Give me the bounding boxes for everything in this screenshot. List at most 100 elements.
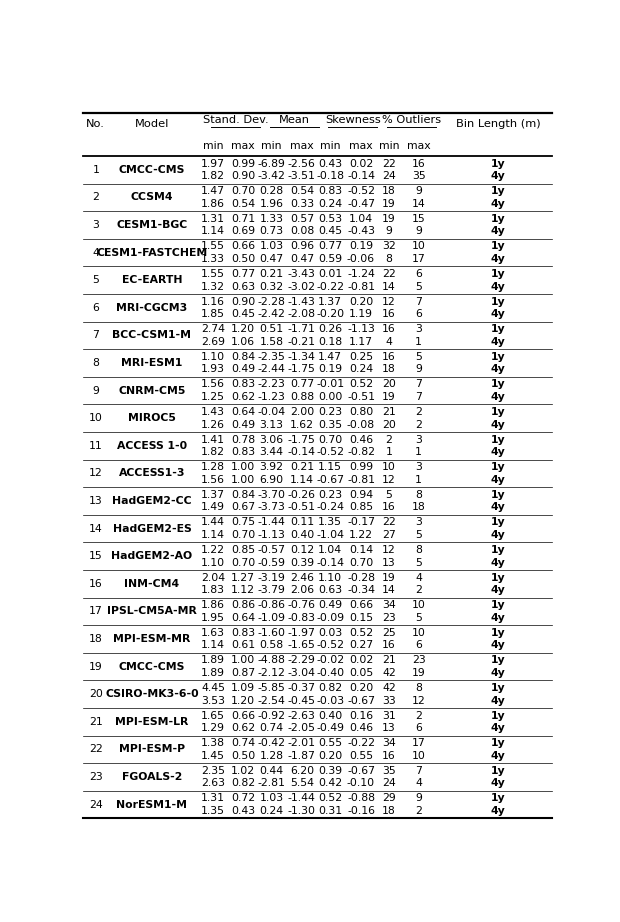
Text: INM-CM4: INM-CM4 <box>125 579 180 589</box>
Text: -1.09: -1.09 <box>258 613 286 622</box>
Text: 0.70: 0.70 <box>349 558 373 568</box>
Text: 6: 6 <box>415 269 422 279</box>
Text: 1.45: 1.45 <box>201 751 225 761</box>
Text: 1.82: 1.82 <box>201 447 225 457</box>
Text: -1.75: -1.75 <box>288 364 316 374</box>
Text: 5: 5 <box>415 351 422 361</box>
Text: 0.59: 0.59 <box>318 254 342 264</box>
Text: 34: 34 <box>382 600 396 610</box>
Text: 7: 7 <box>92 330 99 340</box>
Text: -0.22: -0.22 <box>316 281 344 291</box>
Text: 3.44: 3.44 <box>260 447 283 457</box>
Text: 0.28: 0.28 <box>260 186 284 196</box>
Text: CCSM4: CCSM4 <box>131 193 173 203</box>
Text: 0.66: 0.66 <box>231 242 255 252</box>
Text: 0.26: 0.26 <box>318 325 342 334</box>
Text: 12: 12 <box>382 475 396 485</box>
Text: 3: 3 <box>415 462 422 472</box>
Text: 12: 12 <box>89 468 103 479</box>
Text: 20: 20 <box>382 420 396 430</box>
Text: -1.43: -1.43 <box>288 297 316 306</box>
Text: -0.04: -0.04 <box>257 407 286 417</box>
Text: 1y: 1y <box>490 214 505 224</box>
Text: 1.26: 1.26 <box>201 420 225 430</box>
Text: -0.67: -0.67 <box>347 765 375 775</box>
Text: 35: 35 <box>382 765 396 775</box>
Text: 0.88: 0.88 <box>290 392 314 402</box>
Text: 2: 2 <box>415 711 422 720</box>
Text: 0.72: 0.72 <box>231 793 255 803</box>
Text: 1.35: 1.35 <box>201 806 225 816</box>
Text: 8: 8 <box>92 358 99 368</box>
Text: -2.81: -2.81 <box>258 778 286 788</box>
Text: -0.81: -0.81 <box>347 475 375 485</box>
Text: 3: 3 <box>415 517 422 527</box>
Text: -0.92: -0.92 <box>258 711 286 720</box>
Text: 7: 7 <box>415 379 422 389</box>
Text: 4y: 4y <box>490 199 505 208</box>
Text: HadGEM2-CC: HadGEM2-CC <box>112 496 192 506</box>
Text: -0.17: -0.17 <box>347 517 375 527</box>
Text: 1y: 1y <box>490 545 505 555</box>
Text: ACCESS1-3: ACCESS1-3 <box>118 468 185 479</box>
Text: 1y: 1y <box>490 159 505 169</box>
Text: 5: 5 <box>415 281 422 291</box>
Text: 16: 16 <box>382 325 396 334</box>
Text: FGOALS-2: FGOALS-2 <box>122 772 182 782</box>
Text: 4y: 4y <box>490 778 505 788</box>
Text: 24: 24 <box>89 799 103 810</box>
Text: 4y: 4y <box>490 420 505 430</box>
Text: 1.97: 1.97 <box>201 159 225 169</box>
Text: 8: 8 <box>386 254 392 264</box>
Text: CNRM-CM5: CNRM-CM5 <box>118 385 185 396</box>
Text: 2.06: 2.06 <box>290 585 314 596</box>
Text: 1.29: 1.29 <box>201 723 225 733</box>
Text: 17: 17 <box>412 739 425 748</box>
Text: 4y: 4y <box>490 806 505 816</box>
Text: -0.26: -0.26 <box>288 490 316 500</box>
Text: 1.38: 1.38 <box>201 739 225 748</box>
Text: 9: 9 <box>415 227 422 236</box>
Text: -0.28: -0.28 <box>347 573 375 583</box>
Text: 0.21: 0.21 <box>290 462 314 472</box>
Text: 1.37: 1.37 <box>201 490 225 500</box>
Text: 1.63: 1.63 <box>201 628 225 638</box>
Text: -0.52: -0.52 <box>316 447 344 457</box>
Text: 0.99: 0.99 <box>349 462 373 472</box>
Text: 1.00: 1.00 <box>231 475 255 485</box>
Text: 24: 24 <box>382 171 396 182</box>
Text: 4: 4 <box>92 248 99 257</box>
Text: -0.45: -0.45 <box>288 695 316 705</box>
Text: 4y: 4y <box>490 447 505 457</box>
Text: 21: 21 <box>382 656 396 666</box>
Text: 15: 15 <box>89 551 103 561</box>
Text: -1.24: -1.24 <box>347 269 375 279</box>
Text: -2.35: -2.35 <box>258 351 286 361</box>
Text: 1.43: 1.43 <box>201 407 225 417</box>
Text: 0.54: 0.54 <box>290 186 314 196</box>
Text: 33: 33 <box>382 695 396 705</box>
Text: 1.12: 1.12 <box>231 585 255 596</box>
Text: 0.84: 0.84 <box>231 351 255 361</box>
Text: 3: 3 <box>415 325 422 334</box>
Text: 1y: 1y <box>490 462 505 472</box>
Text: 0.74: 0.74 <box>260 723 284 733</box>
Text: 0.85: 0.85 <box>349 502 373 513</box>
Text: 1.10: 1.10 <box>201 351 225 361</box>
Text: 2: 2 <box>92 193 99 203</box>
Text: 0.20: 0.20 <box>318 751 342 761</box>
Text: 0.23: 0.23 <box>318 407 342 417</box>
Text: 0.70: 0.70 <box>231 186 255 196</box>
Text: 0.01: 0.01 <box>318 269 342 279</box>
Text: 0.52: 0.52 <box>349 628 373 638</box>
Text: -2.42: -2.42 <box>258 309 286 319</box>
Text: 14: 14 <box>382 281 396 291</box>
Text: -0.42: -0.42 <box>258 739 286 748</box>
Text: -0.02: -0.02 <box>316 656 344 666</box>
Text: 19: 19 <box>382 573 396 583</box>
Text: 22: 22 <box>382 269 396 279</box>
Text: -0.01: -0.01 <box>316 379 344 389</box>
Text: 0.74: 0.74 <box>231 739 255 748</box>
Text: 19: 19 <box>89 662 103 671</box>
Text: 2: 2 <box>386 434 392 444</box>
